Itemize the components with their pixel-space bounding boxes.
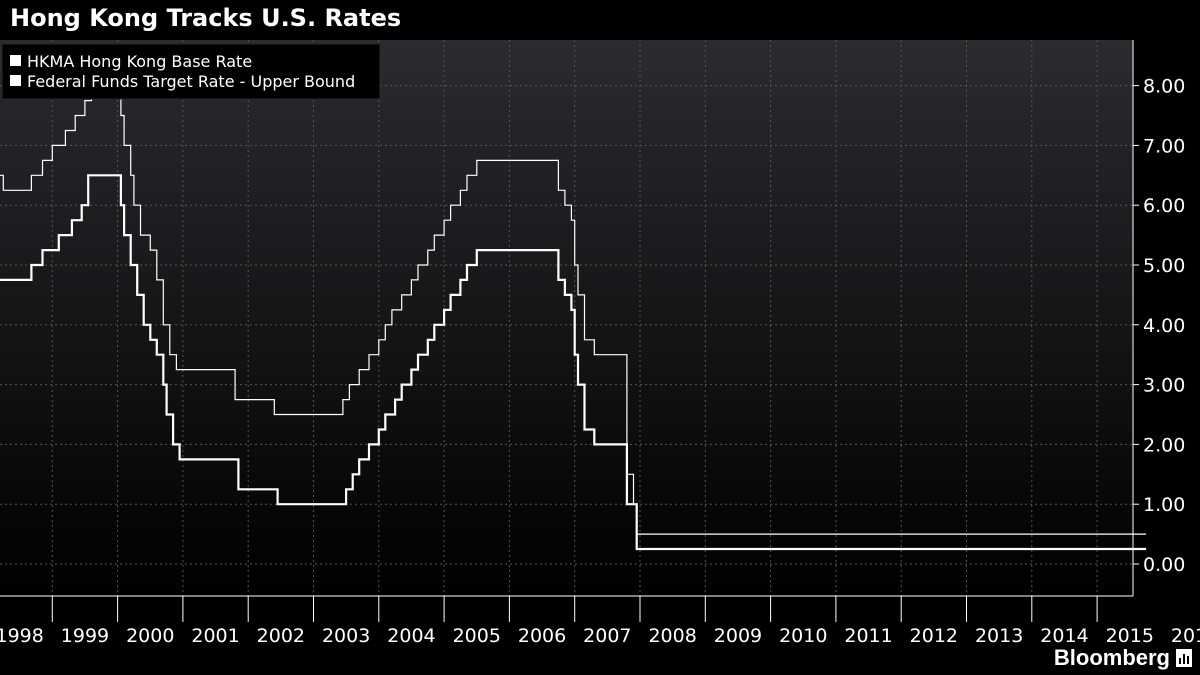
x-tick-label: 2012 [910,625,958,647]
x-tick-label: 2001 [191,625,239,647]
x-tick-label: 2000 [126,625,174,647]
x-tick-label: 2015 [1106,625,1154,647]
x-tick-label: 2002 [257,625,305,647]
y-tick-label: 6.00 [1143,195,1185,217]
legend: HKMA Hong Kong Base Rate Federal Funds T… [1,43,381,100]
x-tick-label: 2010 [779,625,827,647]
y-tick-label: 8.00 [1143,76,1185,98]
legend-box [1,43,381,100]
y-tick-label: 1.00 [1143,494,1185,516]
x-ticks: 1998 1999 2000 2001 2002 2003 2004 2005 2006 2007… [0,596,1200,647]
y-tick-label: 2.00 [1143,434,1185,456]
y-ticks: 0.00 1.00 2.00 3.00 4.00 5.00 6.00 7.00 8.00 [1133,76,1185,576]
y-tick-label: 0.00 [1143,554,1185,576]
x-tick-label: 2009 [714,625,762,647]
brand-name: Bloomberg [1053,645,1170,670]
legend-swatch-hk [10,55,21,66]
y-tick-label: 5.00 [1143,255,1185,277]
y-tick-label: 4.00 [1143,315,1185,337]
x-tick-label: 2003 [322,625,370,647]
legend-label-fed: Federal Funds Target Rate - Upper Bound [27,72,355,91]
x-tick-label: 2006 [518,625,566,647]
x-tick-label: 2014 [1040,625,1088,647]
bars-icon [1176,649,1192,667]
x-tick-label: 2013 [975,625,1023,647]
x-tick-label: 2011 [844,625,892,647]
x-tick-label: 2004 [387,625,435,647]
y-tick-label: 7.00 [1143,135,1185,157]
x-tick-label: 1999 [61,625,109,647]
y-tick-label: 3.00 [1143,375,1185,397]
plot-background [0,40,1133,596]
x-tick-label: 2007 [583,625,631,647]
x-tick-label: 2016 [1171,625,1200,647]
chart-title: Hong Kong Tracks U.S. Rates [10,4,402,32]
series-line-fed-funds-rate [0,174,1147,551]
x-tick-label: 2008 [648,625,696,647]
x-tick-label: 1998 [0,625,44,647]
brand-logo: Bloomberg [1054,645,1192,671]
x-tick-label: 2005 [453,625,501,647]
legend-label-hk: HKMA Hong Kong Base Rate [27,52,252,71]
legend-swatch-fed [10,75,21,86]
